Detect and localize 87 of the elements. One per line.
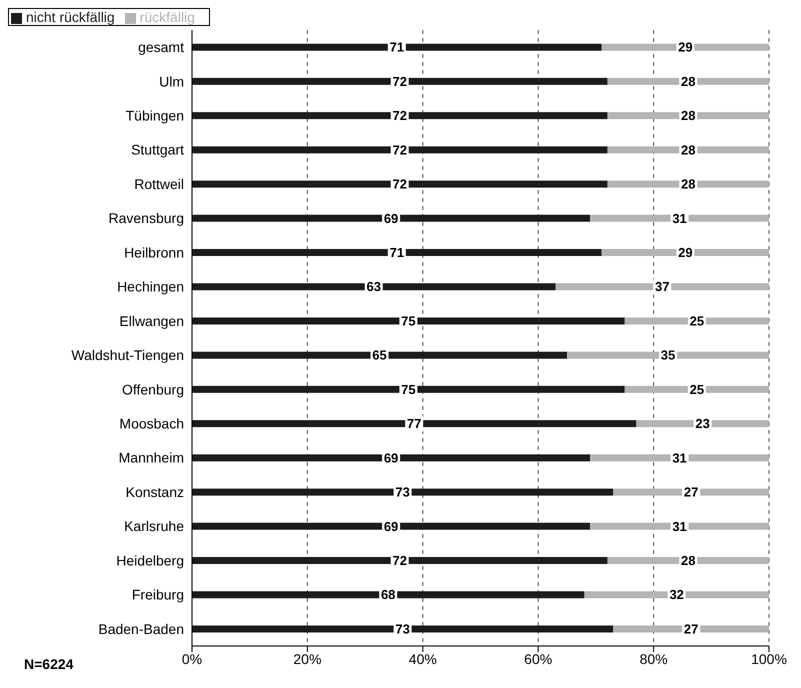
- y-tick-label: Heilbronn: [124, 244, 184, 260]
- data-label: 28: [680, 142, 696, 158]
- y-tick-label: Ellwangen: [119, 312, 184, 329]
- data-label: 25: [690, 313, 704, 328]
- data-label: 65: [372, 348, 387, 363]
- y-tick-label: Mannheim: [118, 450, 184, 466]
- x-tick-label: 60%: [524, 650, 552, 667]
- data-label: 29: [678, 40, 693, 55]
- y-tick-label: Hechingen: [117, 278, 184, 295]
- y-tick-label: Karlsruhe: [124, 518, 184, 534]
- data-label: 69: [384, 518, 398, 534]
- x-tick-label: 40%: [408, 650, 437, 667]
- bar: [590, 522, 769, 530]
- bar: [192, 283, 556, 290]
- data-label: 72: [392, 108, 407, 124]
- bar: [556, 283, 769, 290]
- x-tick-label: 0%: [182, 650, 202, 667]
- data-label: 69: [384, 450, 398, 466]
- legend-label: nicht rückfällig: [26, 9, 115, 25]
- data-label: 72: [392, 74, 407, 89]
- x-tick-label: 20%: [293, 650, 322, 667]
- data-label: 72: [392, 176, 407, 192]
- data-label: 31: [672, 210, 687, 226]
- bar: [567, 352, 769, 359]
- data-label: 69: [384, 210, 398, 226]
- bar: [192, 214, 590, 222]
- bar: [192, 317, 625, 324]
- bar: [192, 557, 608, 564]
- y-tick-label: Konstanz: [126, 484, 184, 500]
- data-label: 71: [390, 245, 404, 260]
- bar: [192, 78, 608, 85]
- data-label: 71: [390, 40, 404, 55]
- y-tick-label: Tübingen: [126, 108, 184, 124]
- legend-label: rückfällig: [140, 9, 195, 25]
- bar: [192, 249, 602, 256]
- data-label: 23: [695, 416, 710, 432]
- bar: [584, 591, 769, 598]
- y-tick-label: Moosbach: [119, 416, 184, 432]
- bar: [192, 420, 636, 428]
- data-label: 35: [660, 348, 676, 363]
- bar: [192, 488, 614, 496]
- bar: [192, 180, 608, 188]
- y-tick-label: Heidelberg: [116, 552, 184, 568]
- data-label: 75: [401, 382, 416, 397]
- data-label: 27: [684, 621, 698, 636]
- data-label: 73: [395, 621, 410, 636]
- y-tick-label: Ulm: [159, 73, 184, 90]
- y-tick-label: Offenburg: [122, 381, 184, 398]
- data-label: 29: [678, 245, 693, 260]
- y-tick-label: Freiburg: [132, 586, 184, 603]
- data-label: 75: [401, 313, 416, 328]
- data-label: 27: [684, 484, 698, 500]
- bar: [192, 352, 568, 359]
- data-label: 31: [672, 450, 687, 466]
- y-tick-label: Waldshut-Tiengen: [71, 347, 184, 364]
- data-label: 72: [392, 142, 407, 158]
- bar: [192, 591, 584, 598]
- x-tick-label: 80%: [640, 650, 668, 667]
- data-label: 77: [406, 416, 422, 432]
- bar: [192, 454, 590, 462]
- bar: [590, 454, 769, 462]
- data-label: 37: [655, 279, 670, 294]
- bar: [590, 214, 769, 222]
- data-label: 72: [392, 553, 407, 568]
- data-label: 63: [366, 279, 381, 294]
- data-label: 32: [669, 587, 684, 602]
- y-tick-label: gesamt: [138, 39, 184, 56]
- bar: [192, 146, 608, 154]
- data-label: 28: [680, 553, 696, 568]
- data-label: 73: [395, 484, 410, 500]
- data-label: 28: [680, 176, 696, 192]
- data-label: 28: [680, 108, 696, 124]
- data-label: 28: [680, 74, 696, 89]
- bar: [192, 386, 625, 393]
- bar: [192, 112, 608, 120]
- bar: [192, 625, 614, 632]
- data-label: 31: [672, 518, 687, 534]
- y-tick-label: Rottweil: [134, 176, 184, 192]
- x-tick-label: 100%: [751, 650, 787, 667]
- y-tick-label: Baden-Baden: [98, 620, 184, 637]
- y-tick-label: Ravensburg: [108, 210, 184, 226]
- y-tick-label: Stuttgart: [131, 142, 184, 158]
- text: N=6224: [24, 656, 74, 672]
- data-label: 25: [690, 382, 704, 397]
- data-label: 68: [380, 587, 396, 602]
- bar: [192, 522, 590, 530]
- bar: [192, 44, 602, 51]
